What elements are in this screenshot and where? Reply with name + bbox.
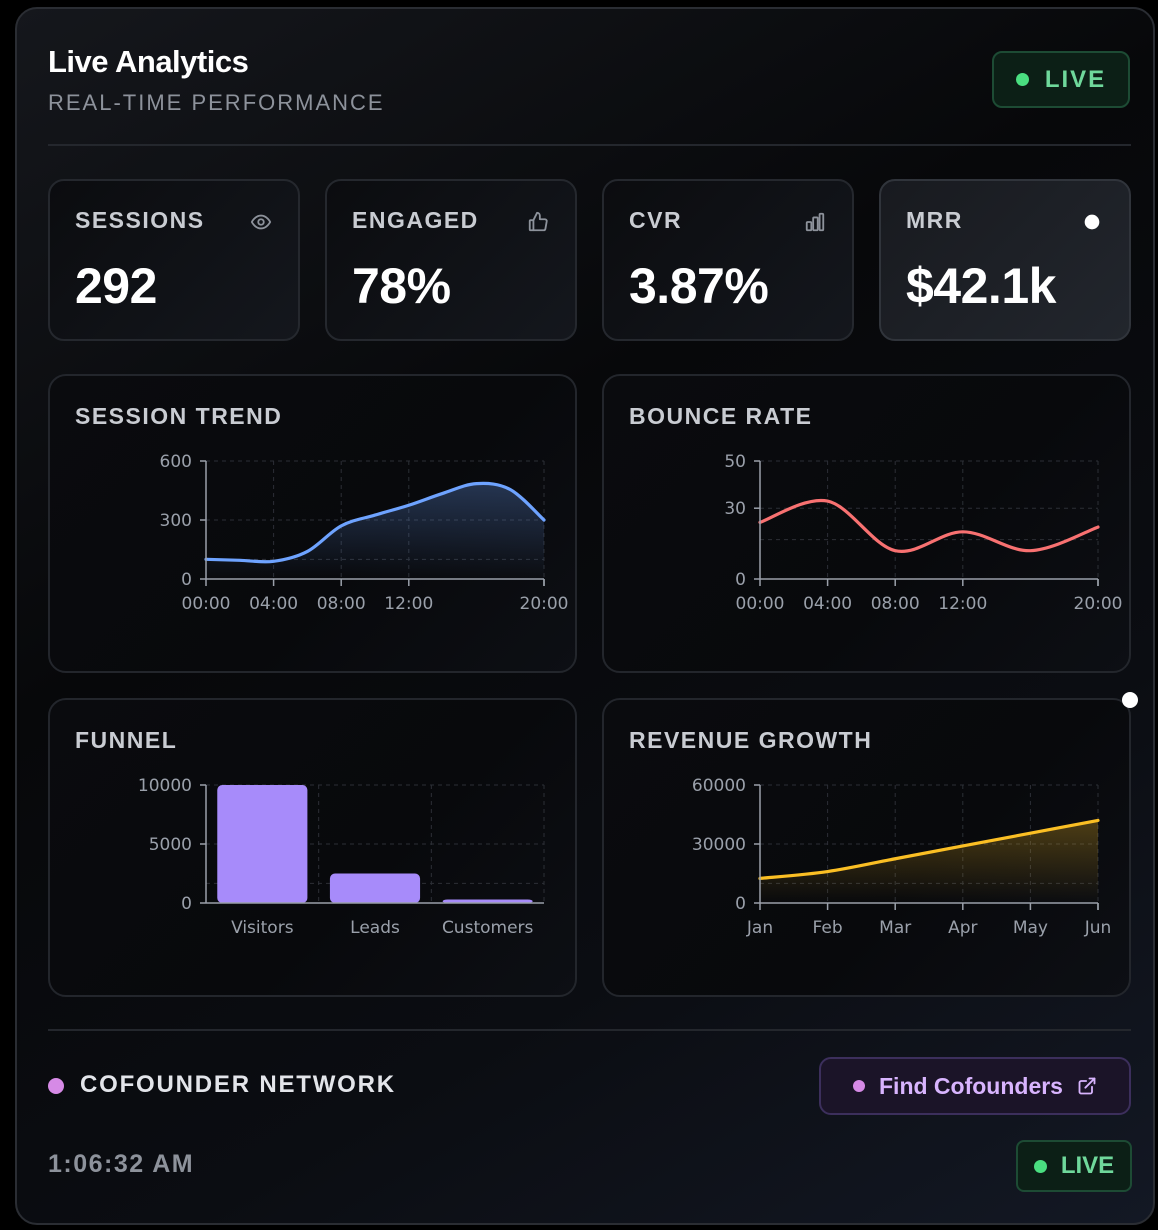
status-dot-icon xyxy=(1084,214,1100,230)
y-tick-label: 0 xyxy=(181,570,192,590)
x-tick-label: 12:00 xyxy=(384,594,433,614)
y-tick-label: 0 xyxy=(181,894,192,914)
revenue-growth-card: REVENUE GROWTH 0 30000 60000 Jan Feb Mar Apr Ma… xyxy=(602,698,1131,997)
x-tick-label: Visitors xyxy=(231,918,294,938)
live-status-badge: LIVE xyxy=(1016,1140,1132,1192)
funnel-bar-leads xyxy=(329,873,421,903)
header-divider xyxy=(48,144,1131,146)
y-tick-label: 10000 xyxy=(138,776,192,796)
x-tick-label: Leads xyxy=(350,918,400,938)
live-status-label: LIVE xyxy=(1060,1152,1115,1179)
stat-label: CVR xyxy=(629,207,683,233)
series-area xyxy=(206,483,544,579)
x-tick-label: 20:00 xyxy=(520,594,569,614)
floating-dot-icon xyxy=(1122,692,1138,708)
stat-label: MRR xyxy=(906,207,963,233)
chart-title: FUNNEL xyxy=(75,727,178,753)
x-tick-label: Jun xyxy=(1084,918,1112,938)
x-tick-label: 08:00 xyxy=(317,594,366,614)
current-time: 1:06:32 AM xyxy=(48,1150,195,1178)
x-tick-label: Mar xyxy=(879,918,911,938)
x-tick-label: 12:00 xyxy=(938,594,987,614)
stat-value: $42.1k xyxy=(906,258,1056,314)
external-link-icon xyxy=(1078,1077,1096,1095)
series-area xyxy=(760,820,1098,903)
chart-title: REVENUE GROWTH xyxy=(629,727,873,753)
bounce-rate-svg: 0 30 50 00:00 04:00 08:00 12:00 20:00 xyxy=(724,452,1123,614)
stat-value: 78% xyxy=(352,258,451,314)
stat-label: SESSIONS xyxy=(75,207,205,233)
y-tick-label: 600 xyxy=(160,452,192,472)
x-tick-label: May xyxy=(1013,918,1048,938)
bounce-rate-card: BOUNCE RATE 0 30 50 00:00 04:00 08:00 12:00 20:… xyxy=(602,374,1131,673)
funnel-bar-visitors xyxy=(217,785,308,903)
live-dot-icon xyxy=(1033,1159,1047,1173)
series-line xyxy=(758,498,1100,553)
bar-chart-icon xyxy=(805,212,825,232)
page-title: Live Analytics xyxy=(48,44,249,79)
page-subtitle: REAL-TIME PERFORMANCE xyxy=(48,90,385,115)
revenue-growth-svg: 0 30000 60000 Jan Feb Mar Apr May Jun xyxy=(692,776,1112,938)
chart-title: BOUNCE RATE xyxy=(629,403,813,429)
button-dot-icon xyxy=(853,1080,865,1092)
stat-label: ENGAGED xyxy=(352,207,479,233)
find-cofounders-label: Find Cofounders xyxy=(879,1072,1063,1099)
stat-value: 292 xyxy=(75,258,157,314)
find-cofounders-button[interactable]: Find Cofounders xyxy=(819,1057,1131,1115)
funnel-svg: 0 5000 10000 Visitors Leads Customers xyxy=(138,776,545,938)
stat-card-engaged: ENGAGED 78% xyxy=(325,179,577,341)
x-tick-label: 00:00 xyxy=(736,594,785,614)
series-line xyxy=(758,818,1100,881)
x-tick-label: Feb xyxy=(813,918,843,938)
y-tick-label: 50 xyxy=(724,452,746,472)
chart-grid xyxy=(760,460,1099,579)
funnel-bar-customers xyxy=(442,899,533,903)
eye-icon xyxy=(250,214,272,230)
y-tick-label: 0 xyxy=(735,894,746,914)
y-tick-label: 30 xyxy=(724,499,746,519)
y-tick-label: 300 xyxy=(160,511,192,531)
stat-card-cvr: CVR 3.87% xyxy=(602,179,854,341)
footer-divider xyxy=(48,1029,1131,1031)
session-trend-card: SESSION TREND 0 300 600 00:00 04:00 08:00 12:0… xyxy=(48,374,577,673)
x-tick-label: Apr xyxy=(948,918,977,938)
y-tick-label: 5000 xyxy=(149,835,192,855)
x-tick-label: 04:00 xyxy=(803,594,852,614)
y-tick-label: 30000 xyxy=(692,835,746,855)
stat-value: 3.87% xyxy=(629,258,769,314)
x-tick-label: 00:00 xyxy=(182,594,231,614)
chart-title: SESSION TREND xyxy=(75,403,283,429)
thumbs-up-icon xyxy=(528,211,548,232)
live-badge: LIVE xyxy=(992,51,1130,108)
stat-card-mrr: MRR $42.1k xyxy=(879,179,1131,341)
x-tick-label: 08:00 xyxy=(871,594,920,614)
funnel-card: FUNNEL 0 5000 10000 Visitors Leads Customers xyxy=(48,698,577,997)
x-tick-label: 20:00 xyxy=(1074,594,1123,614)
x-tick-label: 04:00 xyxy=(249,594,298,614)
session-trend-svg: 0 300 600 00:00 04:00 08:00 12:00 20:00 xyxy=(160,452,569,614)
stat-card-sessions: SESSIONS 292 xyxy=(48,179,300,341)
cofounder-network-label: COFOUNDER NETWORK xyxy=(80,1071,396,1098)
x-tick-label: Jan xyxy=(746,918,773,938)
x-tick-label: Customers xyxy=(442,918,534,938)
y-tick-label: 60000 xyxy=(692,776,746,796)
network-dot-icon xyxy=(48,1078,64,1094)
live-badge-label: LIVE xyxy=(1044,65,1107,93)
y-tick-label: 0 xyxy=(735,570,746,590)
live-dot-icon xyxy=(1015,73,1029,86)
